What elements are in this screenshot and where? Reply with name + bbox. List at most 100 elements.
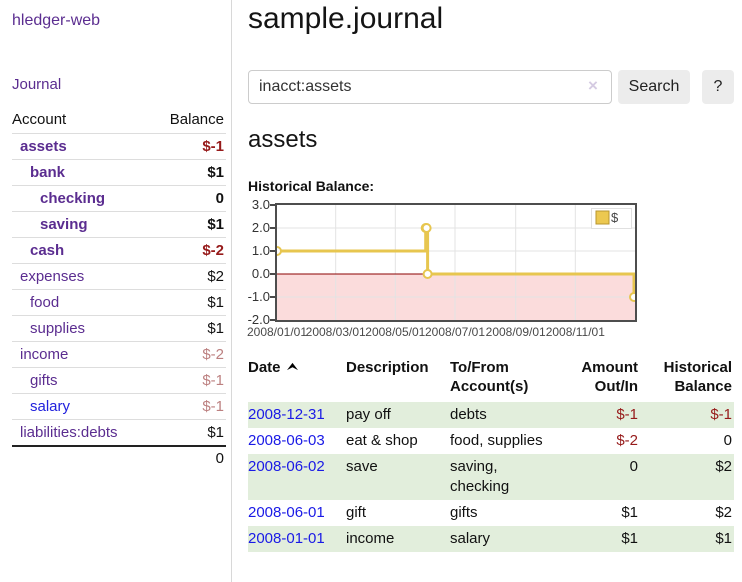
account-row: checking 0 (12, 185, 226, 212)
transaction-running-balance: $2 (715, 504, 732, 521)
y-axis-tick-mark (270, 319, 275, 321)
accounts-header-row: Account Balance (12, 107, 226, 134)
account-row: expenses $2 (12, 263, 226, 290)
transaction-date-link[interactable]: 2008-06-01 (248, 504, 325, 521)
data-point-marker (422, 269, 433, 279)
account-link[interactable]: bank (30, 164, 66, 181)
account-row: bank $1 (12, 159, 226, 186)
account-balance: $-2 (151, 237, 226, 264)
account-balance: $-2 (151, 341, 226, 368)
register-header-row: Date Description To/From Account(s) Amou… (248, 356, 734, 402)
account-link[interactable]: salary (30, 398, 71, 415)
y-axis-tick-mark (270, 204, 275, 206)
sidebar-accounts-table: Account Balance assets $-1 bank $1 checking 0… (12, 107, 226, 470)
chart-canvas: $ (277, 205, 635, 320)
sidebar: hledger-web Journal Account Balance asse… (0, 0, 232, 582)
transaction-running-balance: $2 (715, 458, 732, 475)
data-point-marker (629, 292, 635, 302)
account-balance: $-1 (151, 133, 226, 160)
y-axis-tick-mark (270, 250, 275, 252)
total-row: 0 (12, 445, 226, 470)
transaction-date-link[interactable]: 2008-06-02 (248, 458, 325, 475)
search-button[interactable]: Search (618, 70, 690, 104)
x-axis-tick-label: 2008/07/01 (424, 325, 486, 339)
transaction-description: eat & shop (346, 432, 418, 449)
clear-search-icon[interactable]: × (588, 76, 598, 95)
search-input[interactable] (248, 70, 612, 104)
account-row: supplies $1 (12, 315, 226, 342)
account-balance: $1 (151, 315, 226, 342)
account-row: food $1 (12, 289, 226, 316)
account-balance: 0 (151, 185, 226, 212)
account-row: saving $1 (12, 211, 226, 238)
account-link[interactable]: cash (30, 242, 65, 259)
account-balance: $1 (151, 419, 226, 446)
register-header-date[interactable]: Date (248, 356, 346, 402)
register-row: 2008-06-03 eat & shop food, supplies $-2 0 (248, 428, 734, 454)
register-header-accounts: To/From Account(s) (450, 359, 529, 395)
account-row: liabilities:debts $1 (12, 419, 226, 446)
legend-label: $ (611, 210, 619, 225)
transaction-accounts: salary (450, 530, 491, 547)
account-link[interactable]: expenses (20, 268, 85, 285)
transaction-description: gift (346, 504, 367, 521)
account-link[interactable]: checking (40, 190, 106, 207)
transaction-running-balance: $-1 (710, 406, 732, 423)
data-point-marker (421, 223, 432, 233)
account-heading: assets (248, 126, 318, 153)
account-link[interactable]: food (30, 294, 60, 311)
account-row: assets $-1 (12, 133, 226, 160)
account-link[interactable]: gifts (30, 372, 58, 389)
account-link[interactable]: income (20, 346, 69, 363)
balance-column-header: Balance (169, 111, 224, 128)
transaction-accounts: debts (450, 406, 487, 423)
transaction-amount: $1 (621, 530, 638, 547)
transaction-accounts: saving, checking (450, 458, 510, 495)
y-axis-tick-mark (270, 227, 275, 229)
account-link[interactable]: assets (20, 138, 67, 155)
y-axis-tick-label: -1.0 (247, 289, 270, 304)
help-button[interactable]: ? (702, 70, 734, 104)
register-table: Date Description To/From Account(s) Amou… (248, 356, 734, 552)
legend-swatch (595, 210, 610, 225)
account-link[interactable]: supplies (30, 320, 86, 337)
account-column-header: Account (12, 111, 67, 128)
transaction-running-balance: $1 (715, 530, 732, 547)
y-axis-tick-mark (270, 296, 275, 298)
register-header-description: Description (346, 359, 429, 376)
transaction-date-link[interactable]: 2008-01-01 (248, 530, 325, 547)
chart-plot-area[interactable]: $ (275, 203, 637, 322)
account-row: gifts $-1 (12, 367, 226, 394)
historical-balance-chart[interactable]: $3.0 2.0 1.0 0.0 -1.0 -2.0 2008/01/01 2008/03/0… (242, 198, 742, 345)
account-row: salary $-1 (12, 393, 226, 420)
transaction-description: income (346, 530, 395, 547)
transaction-accounts: food, supplies (450, 432, 543, 449)
transaction-running-balance: 0 (723, 432, 732, 449)
y-axis-tick-label: 1.0 (251, 243, 270, 258)
nav-journal-link[interactable]: Journal (12, 76, 62, 93)
y-axis-tick-label: 2.0 (251, 220, 270, 235)
register-row: 2008-06-02 save saving, checking 0 $2 (248, 454, 734, 500)
y-axis-tick-label: 3.0 (251, 197, 270, 212)
sort-ascending-icon (286, 362, 298, 371)
transaction-amount: 0 (629, 458, 638, 475)
account-link[interactable]: liabilities:debts (20, 424, 118, 441)
chart-title: Historical Balance: (248, 178, 375, 194)
total-balance: 0 (151, 445, 226, 470)
transaction-date-link[interactable]: 2008-06-03 (248, 432, 325, 449)
account-balance: $1 (151, 289, 226, 316)
main-content: sample.journal × Search ? assets Histori… (247, 0, 742, 582)
account-link[interactable]: saving (40, 216, 88, 233)
transaction-description: pay off (346, 406, 391, 423)
x-axis-tick-label: 2008/01/01 (246, 325, 308, 339)
y-axis-tick-mark (270, 273, 275, 275)
transaction-amount: $1 (621, 504, 638, 521)
transaction-amount: $-1 (616, 406, 638, 423)
brand-link[interactable]: hledger-web (12, 12, 101, 29)
x-axis-tick-label: 2008/03/01 (305, 325, 366, 339)
account-balance: $-1 (151, 367, 226, 394)
account-balance: $1 (151, 211, 226, 238)
transaction-amount: $-2 (616, 432, 638, 449)
x-axis-tick-label: 2008/05/01 (365, 325, 426, 339)
transaction-date-link[interactable]: 2008-12-31 (248, 406, 325, 423)
